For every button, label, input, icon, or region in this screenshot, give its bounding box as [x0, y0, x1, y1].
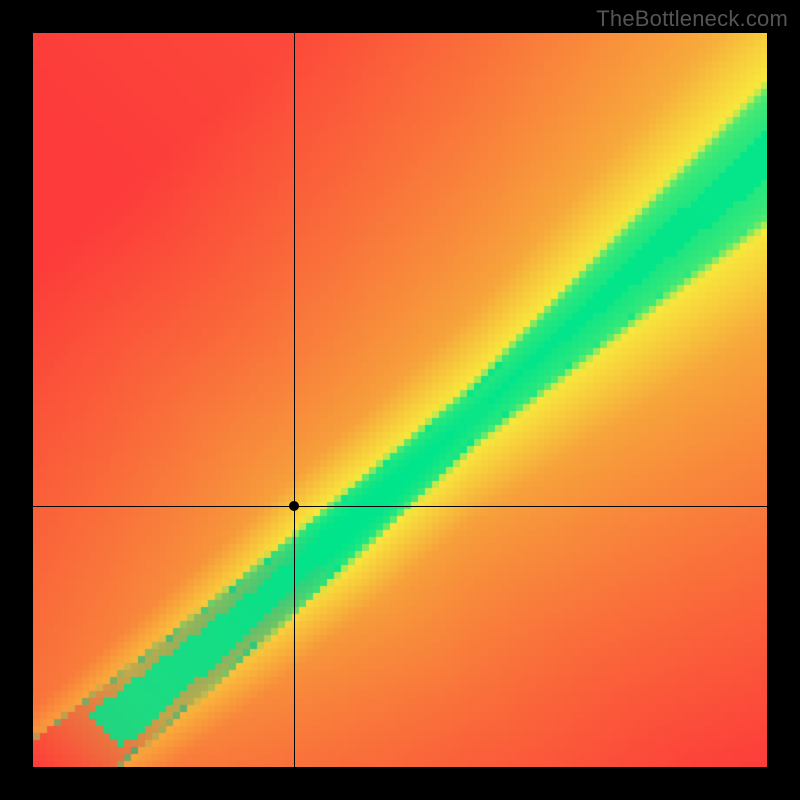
crosshair-vertical	[294, 33, 295, 767]
watermark-text: TheBottleneck.com	[596, 6, 788, 32]
heatmap-canvas	[33, 33, 767, 767]
crosshair-horizontal	[33, 506, 767, 507]
crosshair-marker	[289, 501, 299, 511]
